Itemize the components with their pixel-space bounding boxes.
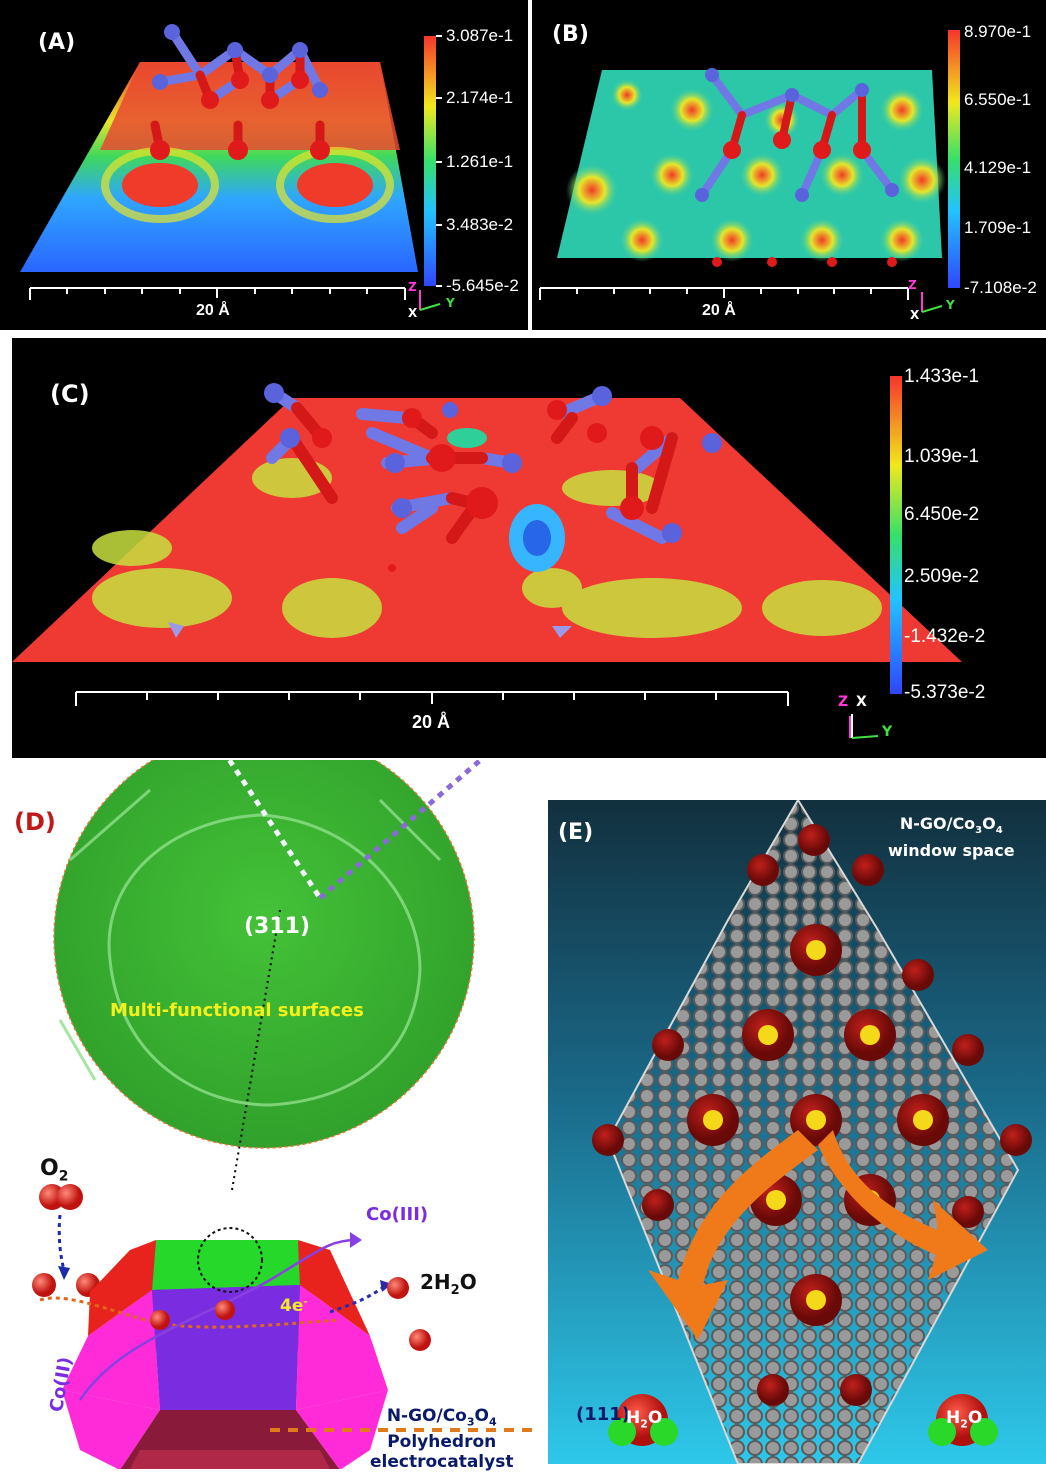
four-electron-label: 4e- — [280, 1296, 308, 1316]
h2o-right — [928, 1394, 998, 1446]
catalyst-caption-line2: Polyhedron — [387, 1432, 497, 1453]
colorbar-c-tick: 6.450e-2 — [904, 504, 980, 525]
electron-flow-arrow-left — [648, 1130, 818, 1340]
surface-label: Multi-functional surfaces — [110, 1000, 364, 1021]
colorbar-c — [890, 376, 902, 694]
panel-c-label: (C) — [50, 380, 90, 408]
panel-a-label: (A) — [38, 30, 76, 55]
o2-molecule — [39, 1184, 65, 1210]
panel-b: (B) 8.970e-1 6.550e-1 4.129e-1 1.709e-1 … — [532, 0, 1046, 330]
colorbar-a-tick: 1.261e-1 — [446, 152, 514, 171]
catalyst-caption-line1: N-GO/Co3O4 — [386, 1406, 497, 1429]
panel-e-title: N-GO/Co3O4 window space — [888, 814, 1015, 861]
panel-b-graphic — [539, 30, 960, 313]
scale-bar-b — [539, 287, 909, 300]
scale-label-b: 20 Å — [702, 302, 736, 319]
panel-d: (D) (311) Multi-functional surfaces O2 C… — [0, 760, 540, 1472]
axis-y-label: Y — [882, 724, 893, 740]
catalyst-caption: N-GO/Co3O4 Polyhedron electrocatalyst — [370, 1406, 513, 1472]
axis-z-label: Z — [908, 278, 917, 292]
panel-a: (A) 3.087e-1 2.174e-1 1.261e-1 3.483e-2 … — [0, 0, 528, 330]
axis-x-label: X — [408, 306, 418, 320]
axis-z-label: Z — [408, 280, 417, 294]
scale-bar-a — [29, 287, 406, 300]
h2o-left — [608, 1394, 678, 1446]
colorbar-b-tick: -7.108e-2 — [964, 278, 1037, 297]
panel-d-label: (D) — [14, 808, 56, 836]
colorbar-a-tick: 3.483e-2 — [446, 215, 514, 234]
panel-c: (C) 1.433e-1 1.039e-1 6.450e-2 2.509e-2 … — [12, 338, 1046, 758]
colorbar-c-tick: -1.432e-2 — [904, 626, 986, 647]
colorbar-c-tick: -5.373e-2 — [904, 682, 986, 703]
scale-label-c: 20 Å — [412, 712, 451, 732]
scale-bar-c — [75, 691, 789, 706]
water-product-label: 2H2O — [420, 1270, 477, 1298]
colorbar-b-tick: 8.970e-1 — [964, 22, 1032, 41]
co3-label: Co(III) — [366, 1204, 429, 1225]
o2-label: O2 — [40, 1156, 69, 1185]
panel-e-title-line1: N-GO/Co3O4 — [899, 814, 1003, 837]
panel-e-title-line2: window space — [888, 841, 1015, 861]
panel-e-graphic — [592, 800, 1032, 1464]
colorbar-c-tick: 2.509e-2 — [904, 566, 980, 587]
h2o-left-label: H2O — [626, 1408, 663, 1431]
axis-y-label: Y — [446, 296, 455, 310]
colorbar-a — [424, 36, 436, 286]
panel-c-graphic — [12, 376, 962, 739]
colorbar-b-tick: 1.709e-1 — [964, 218, 1032, 237]
catalyst-caption-line3: electrocatalyst — [370, 1452, 514, 1472]
axis-z-label: Z — [838, 694, 849, 710]
colorbar-a-tick: 2.174e-1 — [446, 88, 514, 107]
facet-311-label: (311) — [244, 914, 311, 939]
colorbar-b-tick: 6.550e-1 — [964, 90, 1032, 109]
axis-x-label: X — [856, 694, 867, 710]
panel-e-label: (E) — [558, 820, 594, 845]
polyhedron — [62, 1240, 388, 1469]
axis-x-label: X — [910, 308, 920, 322]
panel-b-label: (B) — [552, 22, 589, 47]
colorbar-a-tick: 3.087e-1 — [446, 26, 514, 45]
panel-d-graphic — [32, 760, 540, 1469]
panel-e: (E) N-GO/Co3O4 window space (111) H2O H2… — [548, 800, 1046, 1464]
h2o-right-label: H2O — [946, 1408, 983, 1431]
colorbar-b-tick: 4.129e-1 — [964, 158, 1032, 177]
colorbar-a-tick: -5.645e-2 — [446, 276, 519, 295]
axis-y-label: Y — [946, 298, 955, 312]
electron-flow-arrow-right — [818, 1130, 988, 1280]
scale-label-a: 20 Å — [196, 302, 230, 319]
facet-111-label: (111) — [576, 1404, 631, 1425]
colorbar-c-tick: 1.039e-1 — [904, 446, 980, 467]
panel-a-graphic — [20, 24, 442, 311]
molecule-cluster — [698, 71, 896, 199]
colorbar-c-tick: 1.433e-1 — [904, 366, 980, 387]
colorbar-b — [948, 30, 960, 288]
